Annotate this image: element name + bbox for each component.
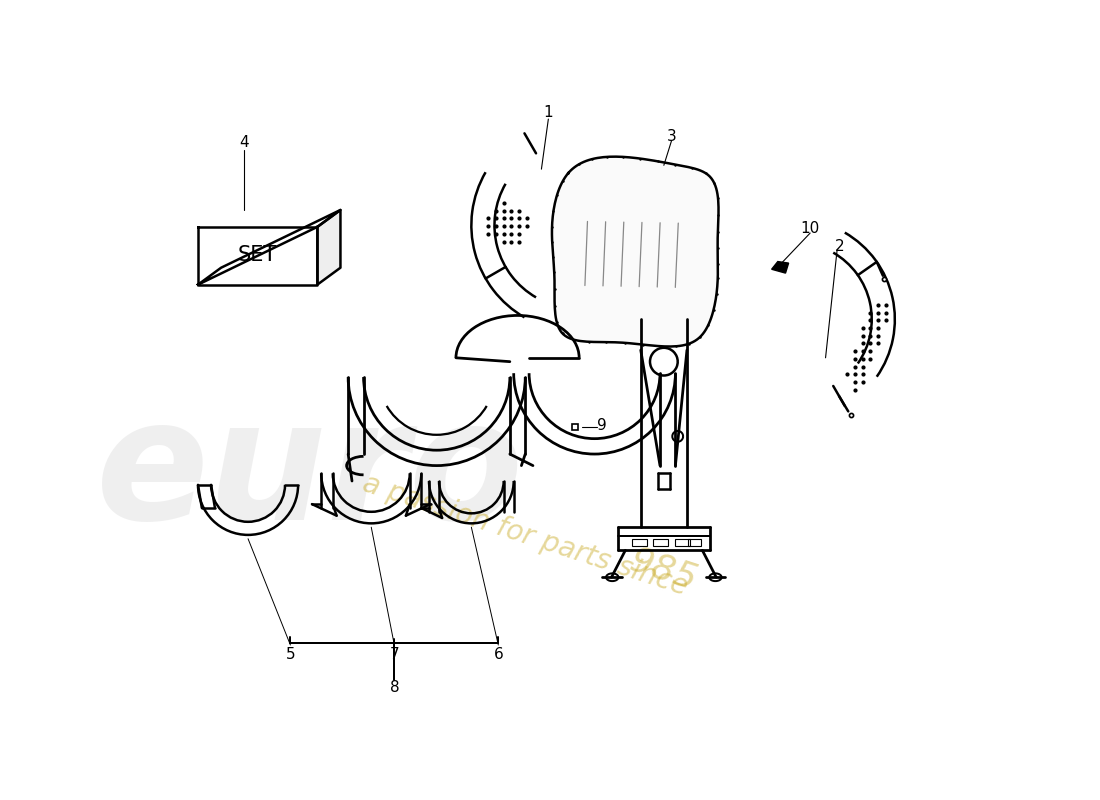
- Bar: [689, 538, 701, 546]
- Text: 8: 8: [389, 680, 399, 695]
- Polygon shape: [552, 157, 718, 346]
- Text: euro: euro: [96, 392, 524, 555]
- Text: 3: 3: [667, 129, 676, 143]
- Text: a passion for parts since: a passion for parts since: [359, 469, 692, 601]
- Bar: [674, 538, 690, 546]
- Polygon shape: [198, 210, 341, 285]
- Polygon shape: [198, 227, 318, 285]
- Polygon shape: [772, 262, 789, 273]
- Text: SET: SET: [238, 246, 277, 266]
- Polygon shape: [318, 210, 341, 285]
- Bar: [631, 538, 647, 546]
- Text: 4: 4: [240, 134, 249, 150]
- Text: 2: 2: [835, 238, 844, 254]
- Text: 985: 985: [626, 542, 702, 596]
- Bar: [653, 538, 669, 546]
- Text: 6: 6: [494, 646, 503, 662]
- Text: 7: 7: [389, 646, 399, 662]
- Text: 9: 9: [597, 418, 607, 433]
- Text: 10: 10: [801, 221, 820, 236]
- Text: 1: 1: [543, 106, 553, 121]
- Text: 5: 5: [286, 646, 295, 662]
